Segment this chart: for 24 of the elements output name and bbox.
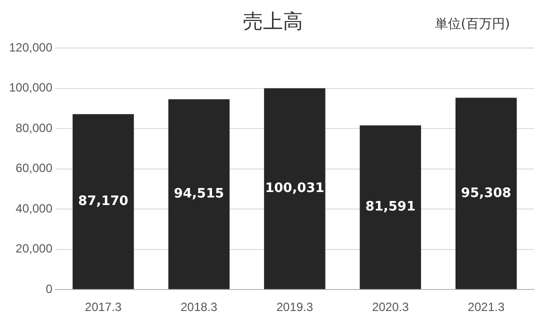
x-tick-label: 2021.3	[468, 300, 505, 314]
bar	[456, 98, 517, 290]
y-tick-label: 120,000	[8, 40, 53, 54]
y-tick-label: 100,000	[8, 80, 53, 95]
data-label: 81,591	[365, 200, 416, 215]
y-tick-label: 80,000	[16, 120, 53, 135]
data-label: 100,031	[265, 181, 324, 196]
x-tick-label: 2017.3	[84, 300, 122, 314]
bar	[264, 88, 326, 290]
x-tick-label: 2019.3	[276, 300, 314, 314]
data-label: 95,308	[461, 186, 512, 201]
data-label: 87,170	[78, 194, 128, 209]
y-tick-label: 0	[46, 282, 53, 296]
bar	[72, 114, 134, 290]
bar	[168, 99, 230, 290]
text: 単位(百万円)	[434, 16, 510, 33]
data-label: 94,515	[174, 186, 224, 202]
y-tick-label: 40,000	[16, 201, 53, 216]
y-tick-label: 60,000	[16, 161, 53, 176]
x-tick-label: 2018.3	[180, 300, 218, 314]
chart-title: 売上高	[243, 9, 303, 33]
y-tick-label: 20,000	[16, 242, 53, 256]
x-tick-label: 2020.3	[372, 300, 410, 314]
bar	[360, 125, 422, 290]
